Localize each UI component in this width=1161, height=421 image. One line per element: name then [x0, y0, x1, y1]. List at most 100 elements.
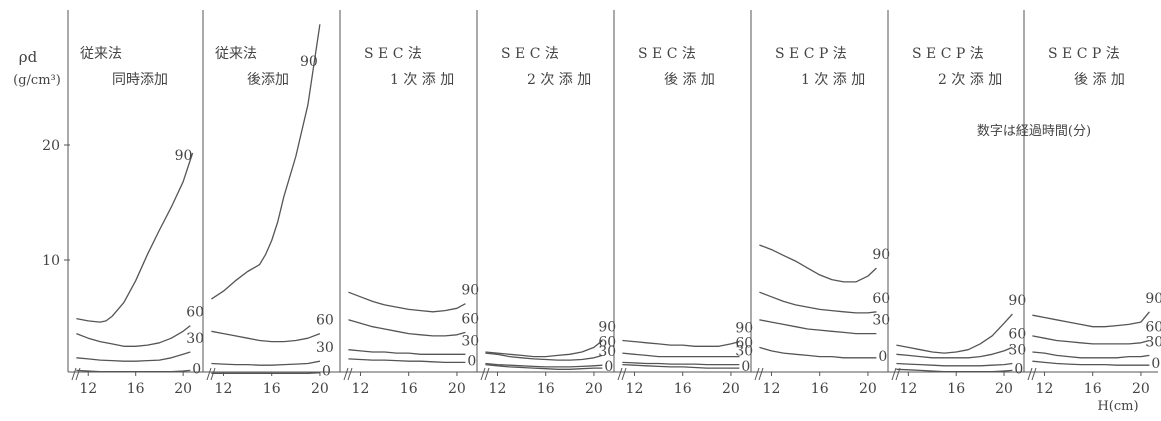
series-line-30: [759, 319, 877, 335]
series-line-90: [759, 244, 877, 283]
series-label-60: 60: [735, 336, 753, 352]
x-tick-label: 20: [995, 381, 1013, 397]
series-label-90: 90: [300, 54, 318, 70]
series-line-30: [1032, 351, 1150, 359]
panel-subtitle: 1 次 添 加: [801, 72, 865, 88]
x-tick-label: 16: [674, 381, 692, 397]
panel-subtitle: 後添加: [247, 72, 289, 88]
x-tick-label: 20: [1132, 381, 1150, 397]
series-label-30: 30: [461, 333, 479, 349]
x-tick-label: 12: [626, 381, 644, 397]
panel-subtitle: 1 次 添 加: [390, 72, 454, 88]
series-label-30: 30: [735, 344, 753, 360]
series-label-90: 90: [735, 321, 753, 337]
series-line-90: [76, 152, 194, 323]
series-label-30: 30: [1145, 334, 1161, 350]
panel-title: S E C 法: [638, 46, 696, 62]
x-tick-label: 16: [947, 381, 965, 397]
series-line-0: [348, 358, 466, 364]
series-label-30: 30: [316, 340, 334, 356]
y-tick-label: 10: [42, 253, 60, 269]
series-line-60: [1032, 335, 1150, 345]
series-label-90: 90: [461, 283, 479, 299]
axis-break-mark: [343, 367, 349, 381]
x-tick-label: 12: [79, 381, 97, 397]
x-tick-label: 20: [448, 381, 466, 397]
series-line-90: [348, 291, 466, 313]
panel-title: S E C 法: [501, 46, 559, 62]
axis-break-mark: [71, 367, 77, 381]
axis-break-mark: [206, 367, 212, 381]
axis-break-mark: [480, 367, 486, 381]
axis-break-mark: [758, 367, 764, 381]
axis-break-mark: [210, 367, 216, 381]
panel-subtitle: 2 次 添 加: [527, 72, 591, 88]
x-tick-label: 20: [585, 381, 603, 397]
x-tick-label: 12: [1036, 381, 1054, 397]
panel-subtitle: 後 添 加: [664, 72, 715, 88]
series-line-60: [759, 291, 877, 314]
x-tick-label: 16: [811, 381, 829, 397]
series-label-90: 90: [872, 247, 890, 263]
x-tick-label: 20: [311, 381, 329, 397]
axis-break-mark: [484, 367, 490, 381]
series-label-30: 30: [186, 331, 204, 347]
panel-title: 従来法: [80, 46, 122, 62]
series-label-90: 90: [598, 320, 616, 336]
series-label-60: 60: [186, 305, 204, 321]
panel-title: S E C 法: [364, 46, 422, 62]
x-tick-label: 16: [263, 381, 281, 397]
x-tick-label: 12: [352, 381, 370, 397]
series-line-30: [896, 362, 1013, 367]
axis-break-mark: [347, 367, 353, 381]
x-tick-label: 20: [859, 381, 877, 397]
panel-title: S E C P 法: [775, 46, 847, 62]
series-label-0: 0: [1014, 361, 1023, 377]
panel-title: S E C P 法: [1048, 46, 1120, 62]
series-label-60: 60: [598, 334, 616, 350]
series-line-60: [896, 346, 1013, 359]
series-label-0: 0: [604, 359, 613, 375]
axis-break-mark: [621, 367, 627, 381]
series-label-60: 60: [872, 291, 890, 307]
series-label-0: 0: [1151, 356, 1160, 372]
series-line-90: [485, 339, 603, 358]
series-line-0: [896, 368, 1013, 373]
series-label-60: 60: [316, 313, 334, 329]
axis-break-mark: [1031, 367, 1037, 381]
series-line-90: [896, 313, 1013, 354]
series-line-30: [211, 360, 321, 366]
series-line-60: [485, 352, 603, 361]
series-line-0: [759, 346, 877, 359]
x-tick-label: 20: [722, 381, 740, 397]
series-label-60: 60: [1008, 326, 1026, 342]
axis-break-mark: [891, 367, 897, 381]
series-line-30: [622, 361, 740, 366]
panel-subtitle: 2 次 添 加: [938, 72, 1002, 88]
axis-break-mark: [754, 367, 760, 381]
series-label-30: 30: [598, 344, 616, 360]
series-line-0: [76, 369, 191, 373]
series-label-90: 90: [1008, 293, 1026, 309]
series-line-30: [485, 362, 603, 368]
series-line-90: [211, 24, 321, 300]
series-label-90: 90: [1145, 291, 1161, 307]
axis-break-mark: [1027, 367, 1033, 381]
series-line-30: [76, 351, 191, 362]
y-axis-label: ρd: [19, 48, 38, 66]
x-tick-label: 20: [174, 381, 192, 397]
series-line-0: [211, 372, 320, 374]
series-label-0: 0: [322, 364, 331, 380]
series-line-90: [1032, 311, 1150, 328]
y-tick-label: 20: [42, 138, 60, 154]
panel-subtitle: 同時添加: [112, 72, 168, 88]
series-label-90: 90: [175, 148, 193, 164]
series-label-0: 0: [192, 361, 201, 377]
y-axis-unit: (g/cm³): [13, 73, 61, 88]
series-line-60: [76, 325, 191, 347]
series-label-60: 60: [461, 311, 479, 327]
series-label-30: 30: [872, 313, 890, 329]
series-line-60: [348, 319, 466, 337]
x-axis-label: H(cm): [1097, 399, 1138, 414]
